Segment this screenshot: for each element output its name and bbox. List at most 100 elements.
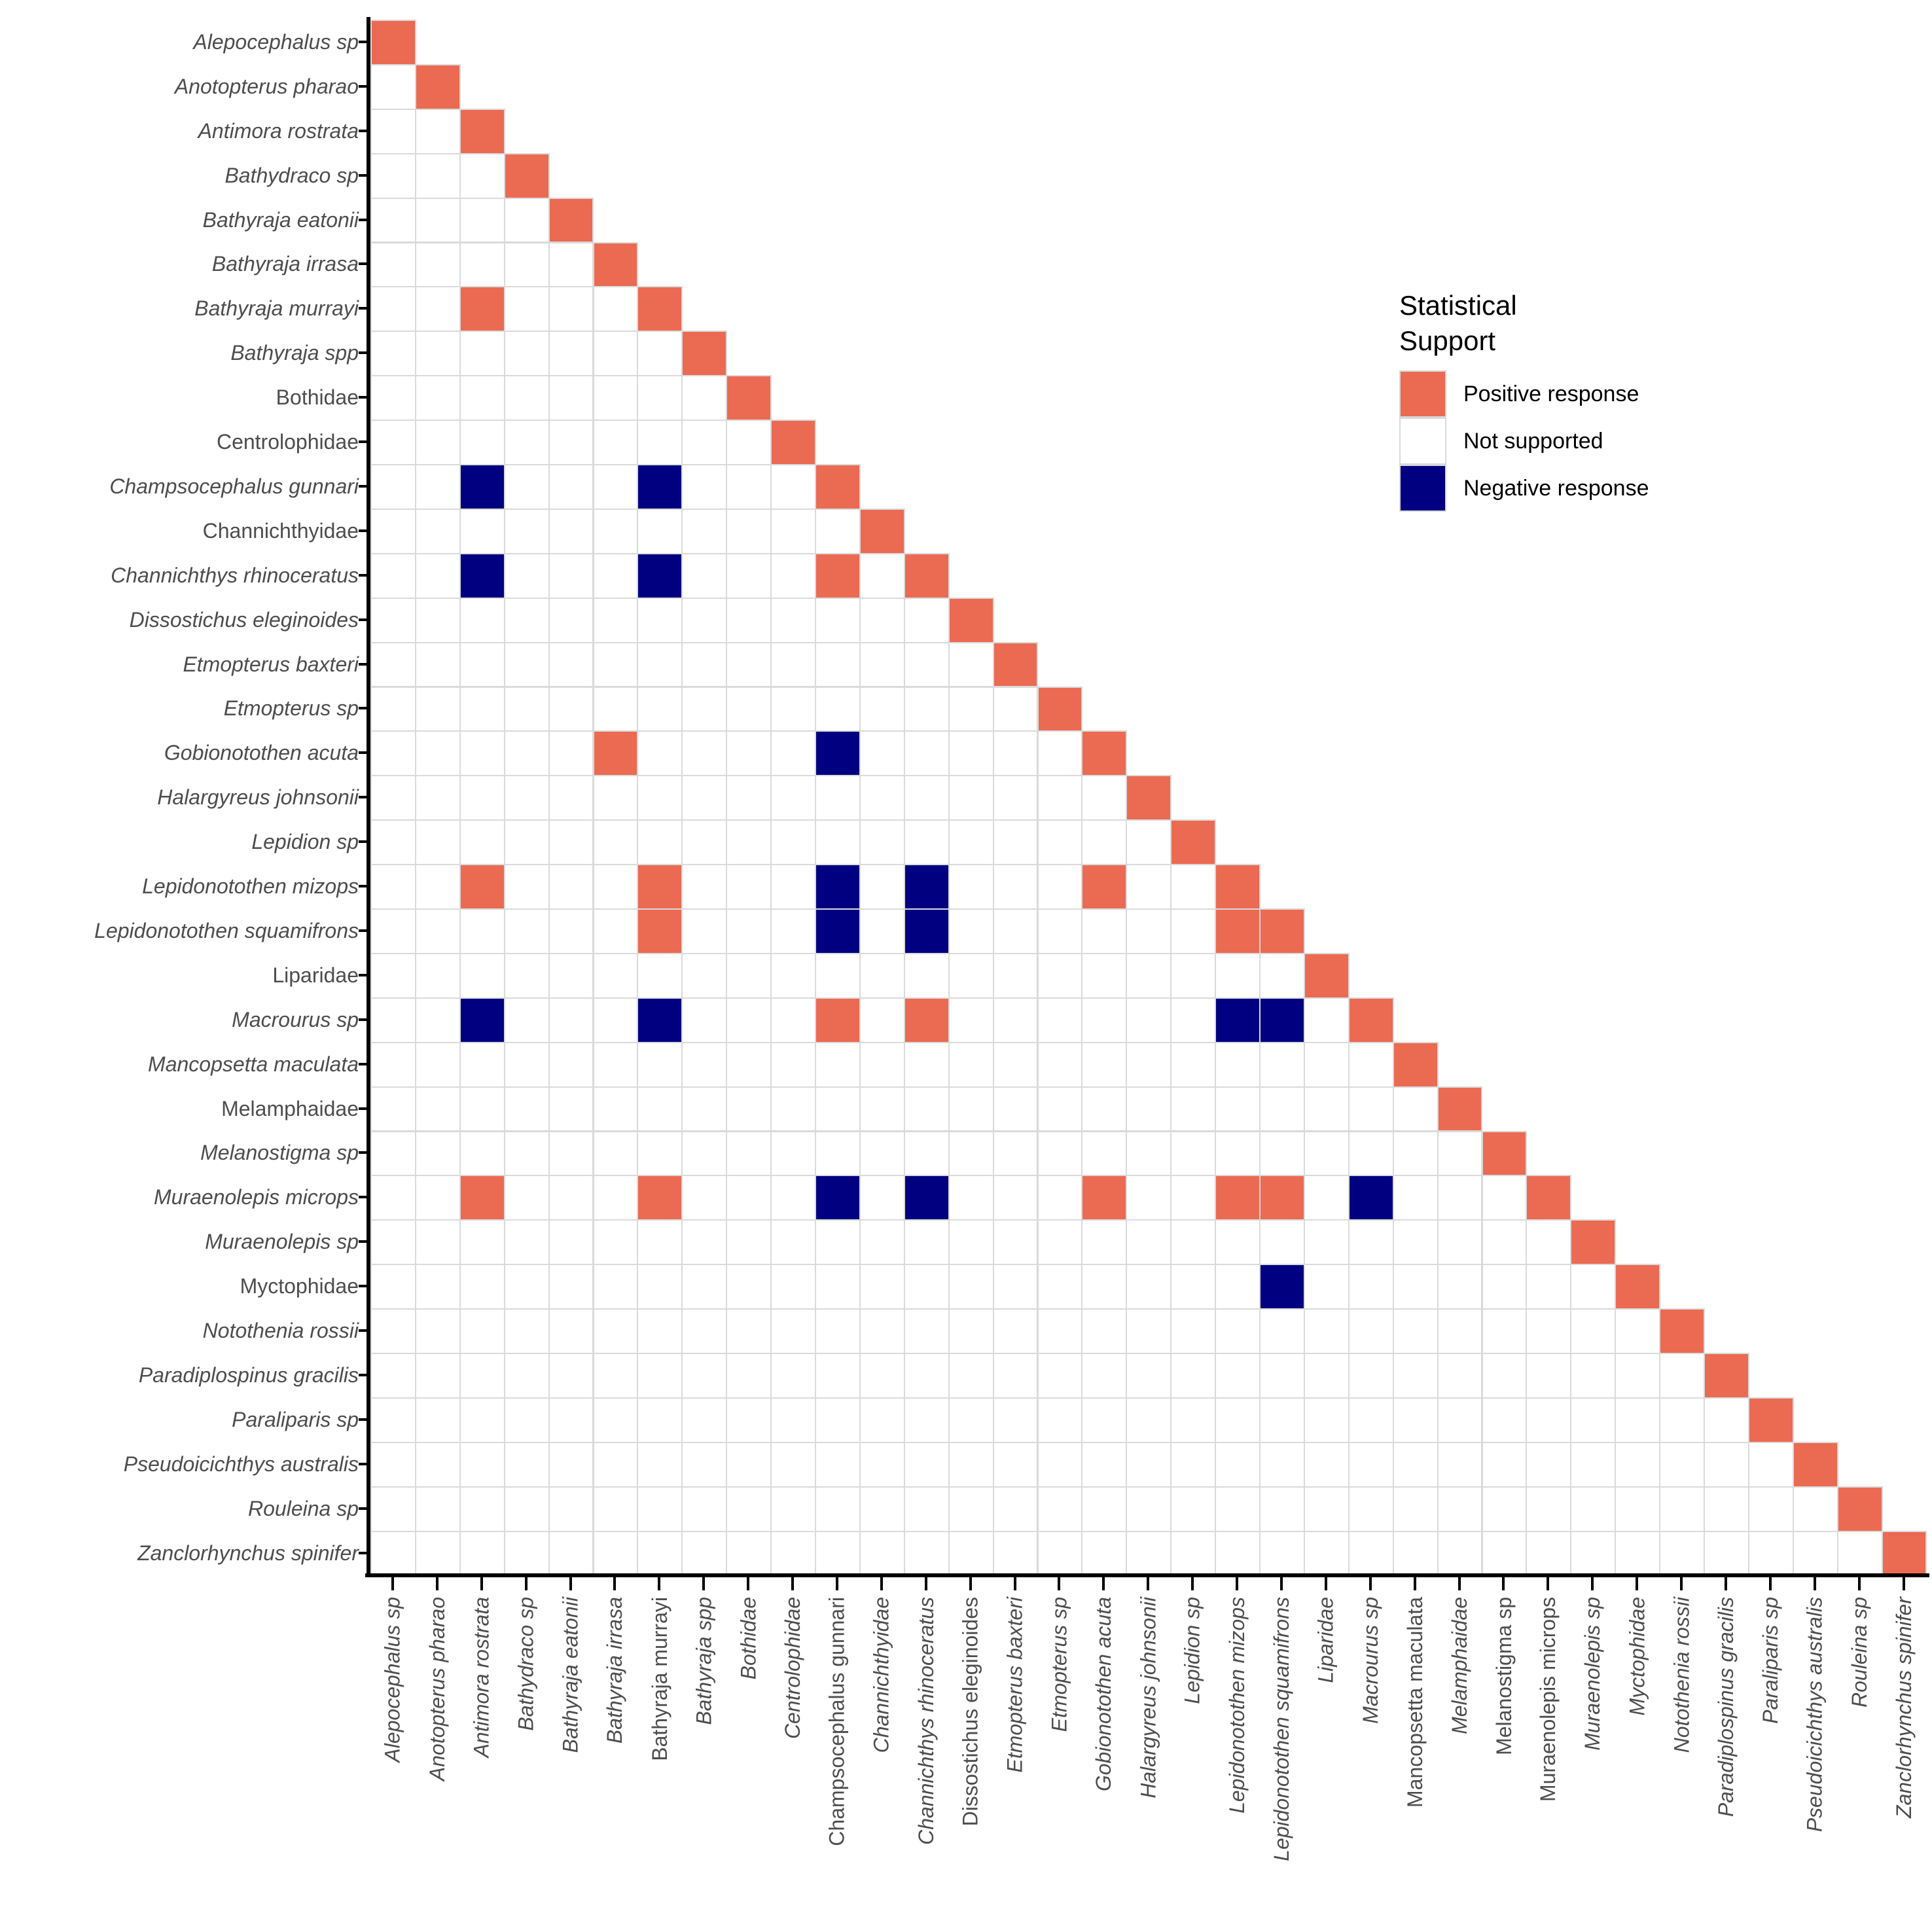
matrix-cell xyxy=(548,819,594,866)
matrix-cell xyxy=(726,1397,772,1443)
matrix-cell xyxy=(948,1219,994,1266)
matrix-cell xyxy=(1481,1353,1528,1399)
matrix-cell xyxy=(948,1264,994,1310)
matrix-cell xyxy=(414,1308,461,1354)
matrix-cell xyxy=(637,375,683,421)
matrix-cell xyxy=(1437,1086,1483,1132)
matrix-cell xyxy=(1659,1530,1705,1577)
matrix-cell xyxy=(1037,1041,1083,1088)
matrix-cell xyxy=(1081,1441,1128,1488)
matrix-cell xyxy=(503,864,550,910)
matrix-cell xyxy=(1215,908,1261,954)
matrix-cell xyxy=(1303,1397,1350,1443)
matrix-cell xyxy=(459,197,505,243)
matrix-cell xyxy=(592,952,639,999)
matrix-cell xyxy=(370,508,416,554)
matrix-cell xyxy=(770,908,816,954)
matrix-cell xyxy=(992,1486,1039,1532)
matrix-cell xyxy=(1615,1264,1661,1310)
matrix-cell xyxy=(859,1397,905,1443)
matrix-cell xyxy=(503,775,550,821)
matrix-cell xyxy=(637,420,683,465)
matrix-cell xyxy=(548,1175,594,1221)
matrix-cell xyxy=(948,686,994,732)
x-axis-tick xyxy=(880,1577,883,1590)
y-axis-tick xyxy=(359,1418,368,1421)
matrix-cell xyxy=(681,775,728,821)
matrix-cell xyxy=(370,997,416,1043)
matrix-cell xyxy=(859,1175,905,1221)
y-axis-label: Bothidae xyxy=(276,385,359,410)
matrix-cell xyxy=(370,241,416,288)
x-axis-tick xyxy=(702,1577,706,1590)
matrix-cell xyxy=(1437,1130,1483,1177)
legend-title-line-2: Support xyxy=(1399,325,1496,356)
matrix-cell xyxy=(503,1175,550,1221)
matrix-cell xyxy=(1126,1264,1172,1310)
matrix-cell xyxy=(681,1353,728,1399)
matrix-cell xyxy=(637,1441,683,1488)
matrix-cell xyxy=(770,997,816,1043)
y-axis-label: Macrourus sp xyxy=(232,1007,359,1031)
matrix-cell xyxy=(370,152,416,199)
matrix-cell xyxy=(592,908,639,954)
matrix-cell xyxy=(1348,1086,1394,1132)
x-axis-tick xyxy=(1013,1577,1016,1590)
y-axis-label: Muraenolepis microps xyxy=(153,1185,359,1209)
matrix-cell xyxy=(681,597,728,643)
matrix-cell xyxy=(459,997,505,1043)
x-axis-tick xyxy=(1502,1577,1505,1590)
matrix-cell xyxy=(503,552,550,599)
y-axis-label: Melanostigma sp xyxy=(200,1141,359,1165)
y-axis-label: Etmopterus sp xyxy=(223,696,359,721)
matrix-cell xyxy=(1481,1441,1528,1488)
matrix-cell xyxy=(1348,1308,1394,1354)
matrix-cell xyxy=(770,1086,816,1132)
matrix-cell xyxy=(414,997,461,1043)
matrix-cell xyxy=(681,641,728,688)
y-axis-tick xyxy=(359,1462,368,1465)
y-axis-label: Notothenia rossii xyxy=(202,1319,359,1343)
matrix-cell xyxy=(503,464,550,510)
matrix-cell xyxy=(992,1175,1039,1221)
y-axis-tick xyxy=(359,707,368,710)
matrix-cell xyxy=(637,775,683,821)
matrix-cell xyxy=(815,730,861,777)
matrix-cell xyxy=(903,641,950,688)
matrix-cell xyxy=(992,952,1039,999)
matrix-cell xyxy=(370,819,416,866)
y-axis-tick xyxy=(359,751,368,755)
matrix-cell xyxy=(726,1486,772,1532)
matrix-cell xyxy=(637,1353,683,1399)
matrix-cell xyxy=(681,1130,728,1177)
matrix-cell xyxy=(459,1530,505,1577)
matrix-cell xyxy=(1259,1175,1305,1221)
matrix-cell xyxy=(503,952,550,999)
matrix-cell xyxy=(903,1041,950,1088)
y-axis-tick xyxy=(359,529,368,532)
matrix-cell xyxy=(1526,1175,1572,1221)
matrix-cell xyxy=(859,508,905,554)
matrix-cell xyxy=(1081,1041,1128,1088)
matrix-cell xyxy=(770,464,816,510)
matrix-cell xyxy=(903,1219,950,1266)
matrix-cell xyxy=(459,1041,505,1088)
matrix-cell xyxy=(903,1530,950,1577)
matrix-cell xyxy=(1570,1530,1617,1577)
matrix-cell xyxy=(1126,1530,1172,1577)
matrix-cell xyxy=(548,1397,594,1443)
matrix-cell xyxy=(414,1397,461,1443)
y-axis-tick xyxy=(359,173,368,177)
matrix-cell xyxy=(859,1353,905,1399)
matrix-cell xyxy=(1037,819,1083,866)
matrix-cell xyxy=(503,375,550,421)
matrix-cell xyxy=(1437,1353,1483,1399)
matrix-cell xyxy=(548,552,594,599)
matrix-cell xyxy=(1437,1486,1483,1532)
x-axis-tick xyxy=(835,1577,838,1590)
matrix-cell xyxy=(1126,819,1172,866)
matrix-cell xyxy=(1037,952,1083,999)
matrix-cell xyxy=(1081,1219,1128,1266)
matrix-cell xyxy=(1037,686,1083,732)
matrix-cell xyxy=(1126,1353,1172,1399)
